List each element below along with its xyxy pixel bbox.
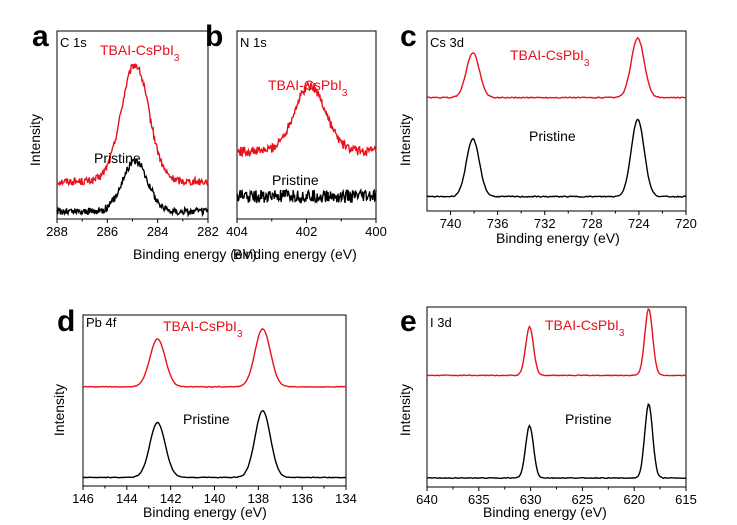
x-tick-label: 732 — [534, 216, 556, 231]
core-level-label: I 3d — [430, 315, 452, 330]
series-line-tbai — [426, 36, 687, 99]
x-tick-label: 286 — [96, 224, 118, 239]
panel-e: e I 3d 640 635 630 625 620 615 Binding energy (e… — [397, 305, 697, 520]
series-label-tbai: TBAI-CsPbI3 — [100, 42, 180, 64]
series-label-tbai: TBAI-CsPbI3 — [163, 318, 243, 340]
series-label-pristine: Pristine — [94, 150, 141, 166]
series-label-tbai: TBAI-CsPbI3 — [545, 317, 625, 339]
panel-letter: d — [57, 305, 75, 338]
x-tick-label: 146 — [72, 491, 94, 506]
plot-frame — [426, 30, 687, 212]
x-tick-label: 402 — [296, 224, 318, 239]
plot-frame — [56, 30, 209, 220]
panel-letter: c — [400, 20, 417, 53]
series-label-pristine: Pristine — [272, 172, 319, 188]
x-tick-label: 635 — [468, 492, 490, 507]
y-axis-label: Intensity — [27, 114, 43, 166]
panel-letter: b — [205, 20, 223, 53]
series-label-pristine: Pristine — [529, 128, 576, 144]
x-tick-label: 400 — [365, 224, 387, 239]
series-line-pristine — [236, 188, 377, 204]
series-line-pristine — [56, 158, 209, 218]
x-tick-label: 615 — [675, 492, 697, 507]
x-tick-label: 720 — [675, 216, 697, 231]
series-line-tbai — [82, 327, 347, 388]
panel-b: b N 1s 404 402 400 Binding energy (eV) TBAI-Cs… — [205, 20, 387, 262]
panel-letter: e — [400, 305, 417, 338]
x-tick-label: 640 — [416, 492, 438, 507]
x-tick-label: 630 — [520, 492, 542, 507]
x-tick-label: 625 — [572, 492, 594, 507]
series-line-tbai — [427, 307, 687, 377]
core-level-label: Pb 4f — [86, 315, 117, 330]
x-tick-label: 284 — [147, 224, 169, 239]
series-label-tbai: TBAI-CsPbI3 — [268, 77, 348, 99]
plot-frame — [236, 30, 377, 220]
plot-frame — [426, 306, 687, 488]
panel-d: d Pb 4f 146 144 142 140 138 136 134 Binding energ… — [51, 305, 357, 520]
x-axis-label: Binding energy (eV) — [233, 246, 357, 262]
panel-a: a C 1s 288 286 284 282 Binding energy (eV) Inte… — [27, 20, 257, 262]
series-label-tbai: TBAI-CsPbI3 — [510, 47, 590, 69]
x-tick-label: 740 — [440, 216, 462, 231]
series-line-tbai — [236, 80, 377, 158]
x-tick-label: 288 — [46, 224, 68, 239]
x-tick-label: 144 — [116, 491, 138, 506]
x-tick-label: 728 — [581, 216, 603, 231]
x-tick-label: 136 — [291, 491, 313, 506]
x-tick-label: 736 — [487, 216, 509, 231]
x-axis-label: Binding energy (eV) — [483, 504, 607, 520]
series-line-pristine — [82, 410, 347, 479]
x-tick-label: 282 — [197, 224, 219, 239]
x-tick-label: 404 — [226, 224, 248, 239]
x-tick-label: 724 — [628, 216, 650, 231]
x-tick-label: 620 — [623, 492, 645, 507]
series-label-pristine: Pristine — [183, 411, 230, 427]
x-tick-label: 140 — [204, 491, 226, 506]
series-label-pristine: Pristine — [565, 411, 612, 427]
x-axis-label: Binding energy (eV) — [143, 504, 267, 520]
x-tick-label: 134 — [335, 491, 357, 506]
series-line-tbai — [56, 63, 209, 187]
x-tick-label: 138 — [247, 491, 269, 506]
y-axis-label: Intensity — [397, 114, 413, 166]
core-level-label: C 1s — [60, 35, 87, 50]
core-level-label: N 1s — [240, 35, 267, 50]
x-axis-label: Binding energy (eV) — [496, 230, 620, 246]
series-line-pristine — [426, 118, 687, 198]
y-axis-label: Intensity — [51, 384, 67, 436]
x-tick-label: 142 — [160, 491, 182, 506]
panel-letter: a — [32, 20, 49, 53]
core-level-label: Cs 3d — [430, 35, 464, 50]
x-axis-label: Binding energy (eV) — [133, 246, 257, 262]
series-line-pristine — [426, 402, 687, 480]
plot-frame — [82, 314, 347, 487]
y-axis-label: Intensity — [397, 384, 413, 436]
panel-c: c Cs 3d 740 736 732 728 724 720 Binding energy (… — [397, 20, 697, 246]
